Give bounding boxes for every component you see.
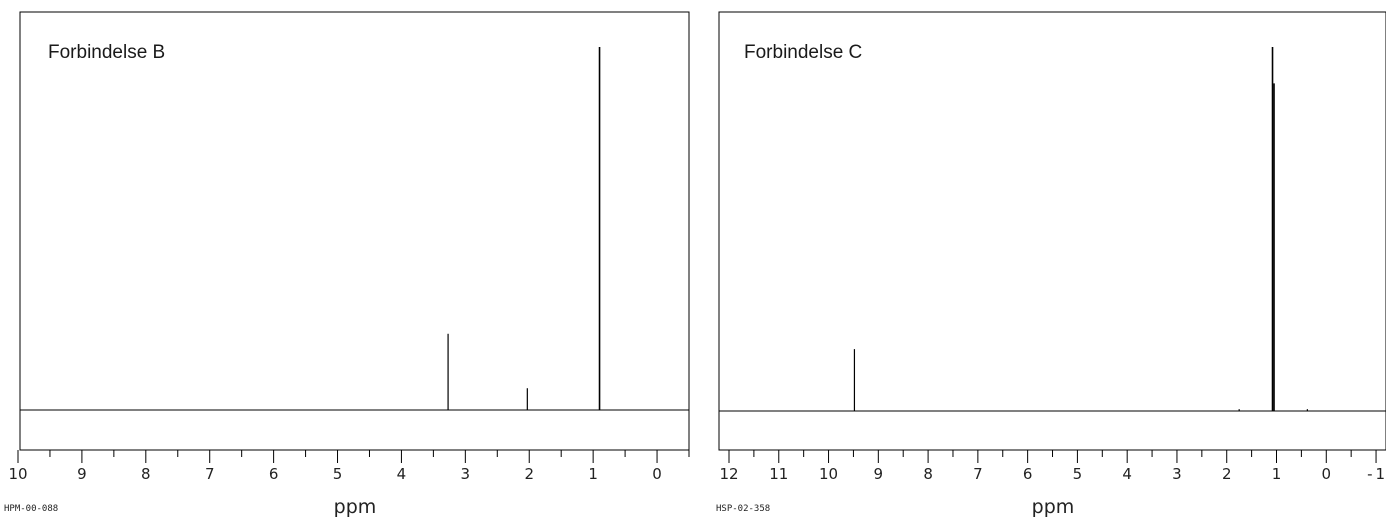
plot-frame (19, 11, 690, 451)
x-tick-label: 5 (1073, 465, 1083, 483)
x-tick-label: 8 (141, 465, 151, 483)
panel-title: Forbindelse C (744, 42, 862, 63)
x-tick-label: 6 (269, 465, 279, 483)
x-tick-label: 3 (1172, 465, 1182, 483)
x-tick-label: 7 (205, 465, 215, 483)
x-tick-label: 10 (8, 465, 27, 483)
x-tick-label: 0 (652, 465, 662, 483)
x-tick-label: 2 (1222, 465, 1232, 483)
panel-title: Forbindelse B (48, 42, 165, 63)
x-tick-label: 0 (1321, 465, 1331, 483)
x-tick-label: 10 (819, 465, 838, 483)
x-axis-label: ppm (1032, 496, 1075, 518)
x-tick-label: 9 (874, 465, 884, 483)
x-tick-label: 8 (923, 465, 933, 483)
x-tick-label: 1 (588, 465, 598, 483)
x-axis-label: ppm (334, 496, 377, 518)
x-tick-label: 2 (524, 465, 534, 483)
sample-code: HSP-02-358 (716, 504, 770, 514)
x-tick-label: 7 (973, 465, 983, 483)
x-tick-label: 9 (77, 465, 87, 483)
x-tick-label: 4 (1122, 465, 1132, 483)
x-tick-label: 12 (719, 465, 738, 483)
x-tick-label: - 1 (1367, 465, 1385, 483)
plot-frame (718, 11, 1386, 451)
x-tick-label: 3 (461, 465, 471, 483)
x-tick-label: 6 (1023, 465, 1033, 483)
x-tick-label: 11 (769, 465, 788, 483)
x-tick-label: 5 (333, 465, 343, 483)
x-tick-label: 1 (1272, 465, 1282, 483)
sample-code: HPM-00-088 (4, 504, 58, 514)
x-tick-label: 4 (397, 465, 407, 483)
